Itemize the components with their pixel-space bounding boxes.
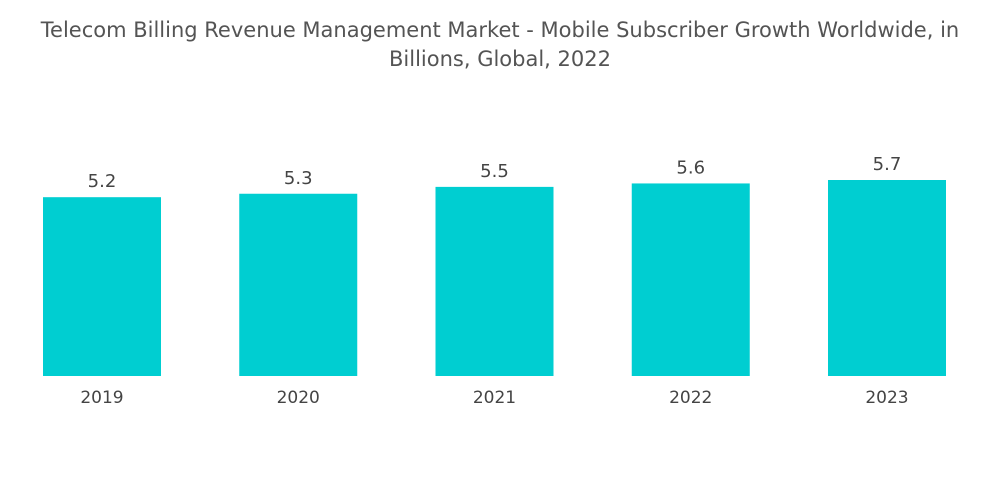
bar-2020: [239, 193, 358, 376]
data-label-2020: 5.3: [284, 168, 313, 189]
x-axis-ticks-group: 2019 2020 2021 2022 2023: [80, 388, 908, 408]
bar-2022: [631, 183, 750, 376]
data-label-2022: 5.6: [676, 157, 705, 178]
data-labels-group: 5.2 5.3 5.5 5.6 5.7: [88, 154, 902, 192]
chart-title-line-2: Billions, Global, 2022: [389, 47, 611, 71]
x-tick-label-2023: 2023: [865, 388, 908, 408]
chart-title: Telecom Billing Revenue Management Marke…: [0, 16, 1000, 74]
x-tick-label-2022: 2022: [669, 388, 712, 408]
data-label-2019: 5.2: [88, 171, 117, 192]
bar-2021: [435, 186, 554, 376]
x-tick-label-2021: 2021: [473, 388, 516, 408]
chart-title-line-1: Telecom Billing Revenue Management Marke…: [40, 18, 960, 42]
bars-group: [43, 180, 946, 376]
bar-2019: [43, 197, 161, 376]
bar-2023: [828, 180, 946, 376]
x-tick-label-2019: 2019: [80, 388, 123, 408]
data-label-2023: 5.7: [873, 154, 902, 175]
x-tick-label-2020: 2020: [277, 388, 320, 408]
data-label-2021: 5.5: [480, 161, 509, 182]
